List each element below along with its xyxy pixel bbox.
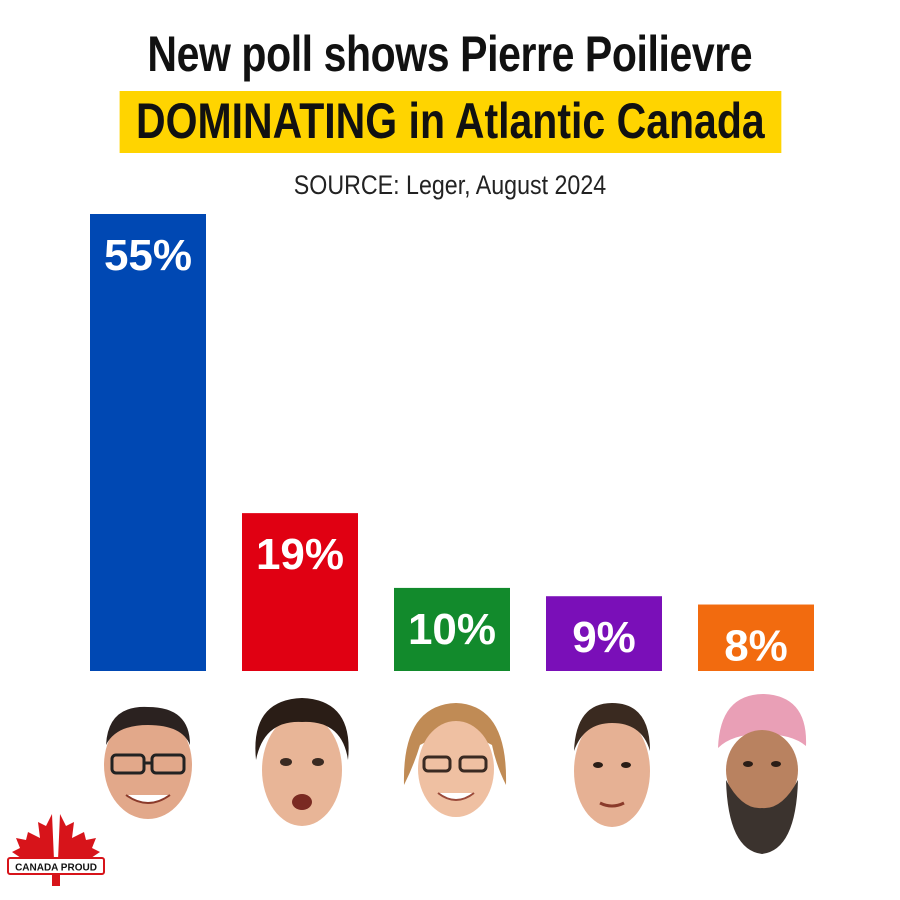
portrait-2-image xyxy=(255,698,349,826)
chart-subtitle-highlight: DOMINATING in Atlantic Canada xyxy=(119,91,781,153)
portrait-3-image xyxy=(403,703,507,817)
logo-text: CANADA PROUD xyxy=(15,863,97,874)
bar-4 xyxy=(546,596,662,671)
bar-1 xyxy=(90,214,206,671)
bar-label-2: 19% xyxy=(256,530,344,579)
chart-title: New poll shows Pierre Poilievre xyxy=(147,26,753,82)
portrait-5-image xyxy=(718,694,807,854)
source-text: SOURCE: Leger, August 2024 xyxy=(293,170,607,200)
bar-label-4: 9% xyxy=(572,613,636,662)
bar-3 xyxy=(394,587,510,671)
title-line2-wrap: DOMINATING in Atlantic Canada xyxy=(0,91,900,153)
portrait-4-image xyxy=(574,703,650,827)
maple-leaf-icon xyxy=(12,814,54,860)
title-line1-wrap: New poll shows Pierre Poilievre xyxy=(0,26,900,82)
portrait-1-image xyxy=(104,706,192,819)
canada-proud-logo: CANADA PROUD xyxy=(7,814,105,886)
bar-label-1: 55% xyxy=(104,231,192,280)
bar-label-3: 10% xyxy=(408,605,496,654)
bar-5 xyxy=(698,604,814,671)
bar-2 xyxy=(242,513,358,671)
bar-label-5: 8% xyxy=(724,622,788,671)
